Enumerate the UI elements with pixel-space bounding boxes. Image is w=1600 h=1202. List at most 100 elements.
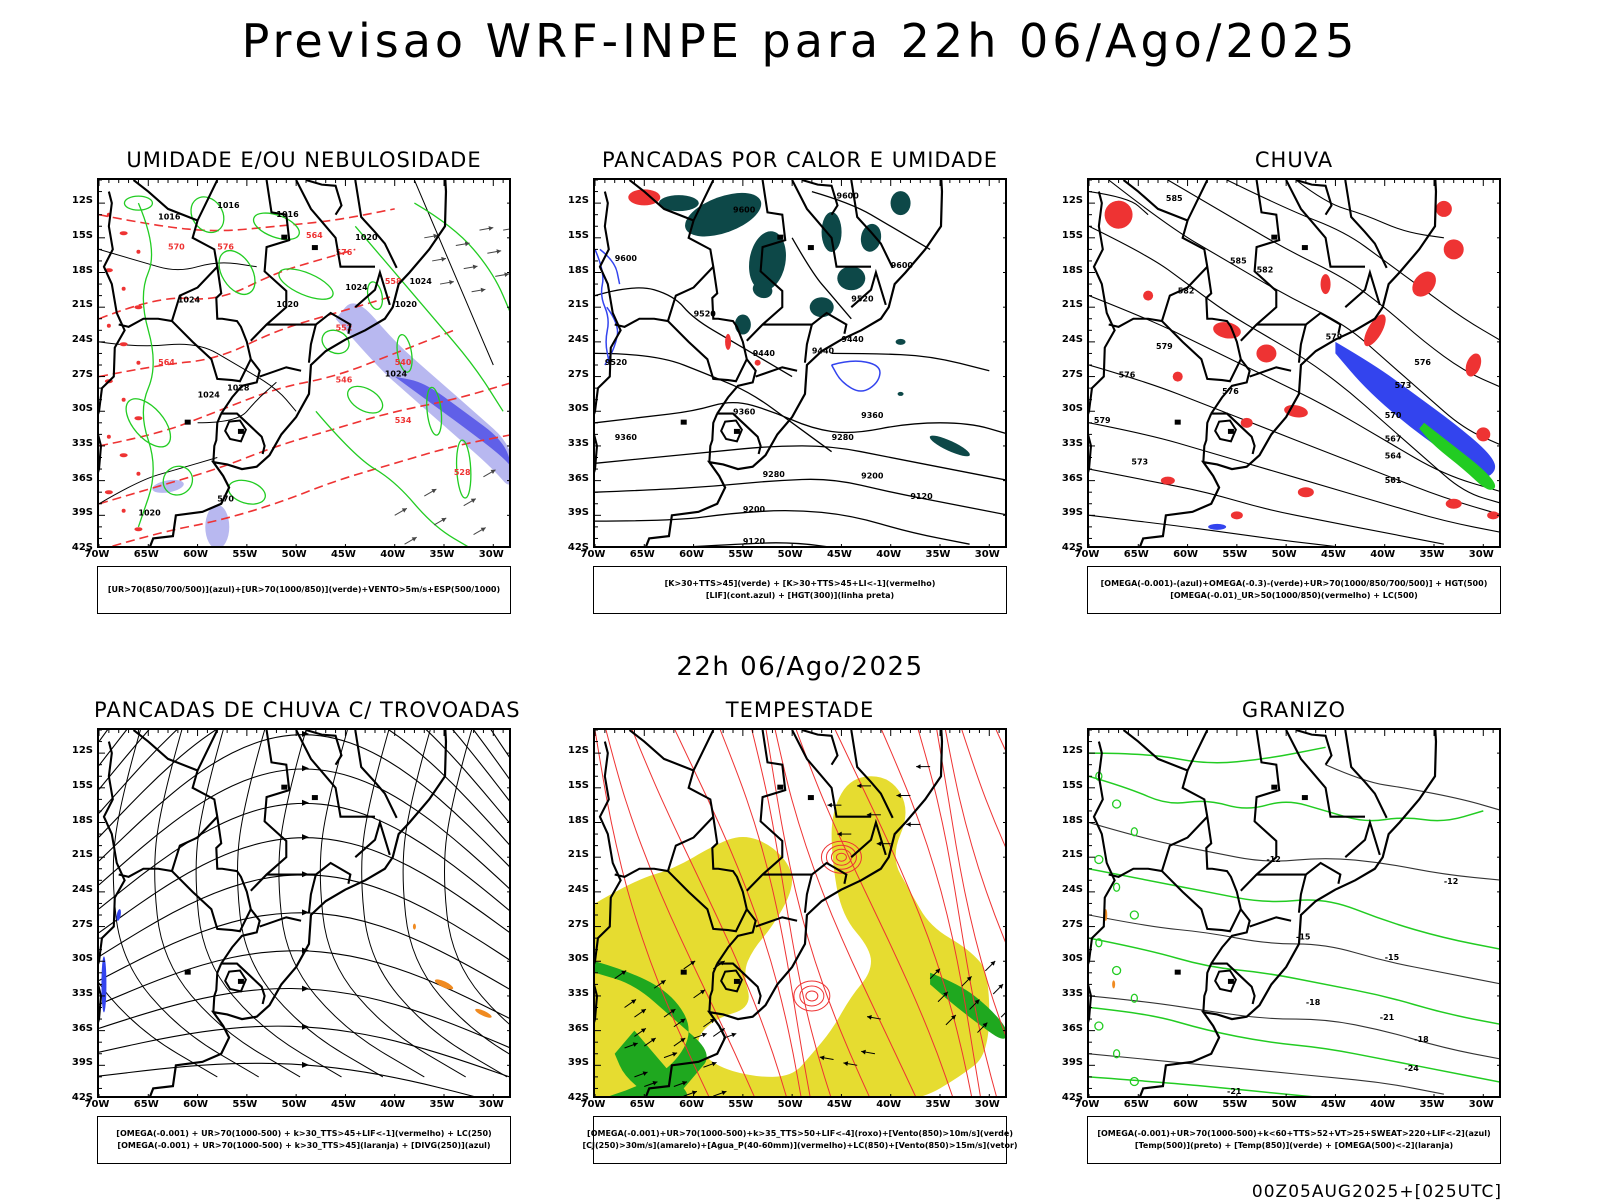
rain-area — [1160, 476, 1175, 485]
contour-label: -24 — [1404, 1064, 1419, 1073]
border-line — [667, 870, 748, 933]
latitude-label: 33S — [567, 437, 589, 449]
instability-area — [475, 1008, 492, 1018]
temperature-850 — [1094, 1021, 1104, 1031]
coastline — [1139, 730, 1438, 1096]
latitude-label: 24S — [1061, 883, 1083, 895]
latitude-label: 12S — [567, 195, 589, 207]
temperature-850 — [1089, 775, 1484, 822]
thickness-contour — [109, 434, 509, 546]
wind-vector-head — [449, 280, 454, 285]
temperature-500 — [1089, 914, 1499, 985]
contour-label: 9280 — [763, 470, 786, 479]
omega-area — [1335, 341, 1496, 477]
temperature-850 — [1129, 910, 1139, 920]
wind-vector-head — [490, 469, 496, 475]
instability-area — [658, 195, 699, 212]
contour-label: 9520 — [851, 294, 874, 303]
border-line — [266, 861, 352, 885]
wind-vector — [444, 547, 456, 548]
wind-vector-head — [640, 1009, 646, 1014]
contour-label: 9440 — [753, 349, 776, 358]
longitude-label: 50W — [1271, 1099, 1297, 1110]
field-overlays — [99, 730, 509, 1096]
border-line — [354, 268, 391, 308]
longitude-label: 35W — [925, 549, 951, 560]
wind-vector-head — [632, 1042, 638, 1047]
streamline-arrow — [302, 799, 309, 806]
coastline — [149, 730, 448, 1096]
humidity-contour — [218, 249, 256, 296]
instability-area — [890, 191, 911, 216]
longitude-label: 50W — [777, 549, 803, 560]
longitude-label: 30W — [478, 549, 504, 560]
border-line — [667, 320, 748, 383]
contour-label: 1016 — [158, 212, 181, 221]
wind-vector-head — [690, 960, 696, 966]
border-line — [1089, 741, 1116, 1023]
latitude-label: 12S — [71, 745, 93, 757]
wind-vector-head — [488, 226, 494, 231]
instability-area — [685, 192, 762, 237]
latitude-label: 36S — [1061, 1022, 1083, 1034]
humidity-contour — [347, 385, 384, 414]
border-line — [1240, 730, 1281, 892]
latitude-label: 21S — [1061, 849, 1083, 861]
latitude-label: 42S — [71, 542, 93, 553]
temperature-500 — [1089, 1053, 1445, 1095]
moisture-speck — [121, 397, 126, 402]
longitude-label: 50W — [281, 1099, 307, 1110]
height-contour-500 — [1089, 225, 1499, 504]
lifted-index-contour — [599, 248, 621, 285]
contour-label: 558 — [385, 277, 402, 286]
longitude-label: 30W — [974, 549, 1000, 560]
panel-title-granizo: GRANIZO — [1241, 698, 1347, 722]
temperature-850 — [1112, 1049, 1121, 1059]
wind-vector-head — [680, 1038, 686, 1043]
border-line — [99, 741, 126, 1023]
latitude-label: 18S — [71, 264, 93, 276]
streamline-arrow — [302, 834, 309, 841]
streamline — [195, 730, 342, 1078]
wind-vector-head — [401, 508, 407, 513]
border-line — [307, 874, 317, 913]
temperature-850 — [1089, 1006, 1499, 1083]
humidity-contour — [125, 398, 172, 448]
panel-title-trovoadas: PANCADAS DE CHUVA C/ TROVOADAS — [94, 698, 521, 722]
border-line — [250, 730, 291, 892]
instability-area — [837, 266, 866, 291]
contour-label: -21 — [1227, 1087, 1242, 1096]
city-marker — [1227, 978, 1234, 984]
map-canvas-trovoadas — [99, 730, 509, 1096]
coastline — [1139, 180, 1438, 546]
border-line — [250, 180, 291, 342]
border-line — [191, 180, 261, 415]
moisture-speck — [119, 342, 128, 347]
border-line — [118, 265, 219, 328]
longitude-label: 40W — [876, 1099, 902, 1110]
wind-vector-head — [464, 241, 470, 247]
longitude-label: 35W — [429, 1099, 455, 1110]
map-geography — [595, 730, 944, 1096]
moisture-speck — [104, 490, 113, 495]
streamline — [99, 1062, 475, 1096]
longitude-label: 55W — [232, 549, 258, 560]
streamline-arrow — [302, 1061, 309, 1068]
latitude-label: 27S — [1061, 368, 1083, 380]
wind-vector-head — [837, 831, 842, 837]
longitude-label: 50W — [1271, 549, 1297, 560]
border-line — [791, 730, 871, 818]
lake — [720, 419, 743, 443]
border-line — [746, 730, 787, 892]
pressure-contour — [413, 180, 494, 366]
frame-ticks — [595, 180, 1005, 546]
contour-label: 1020 — [395, 300, 418, 309]
field-overlays — [1089, 746, 1499, 1096]
latitude-label: 12S — [567, 745, 589, 757]
border-line — [614, 265, 715, 328]
rain-area — [1213, 322, 1241, 339]
legend-text: [OMEGA(-0.001) + UR>70(1000-500) + k>30_… — [116, 1129, 492, 1138]
contour-label: 534 — [395, 416, 412, 425]
city-marker — [807, 245, 814, 251]
field-overlays — [595, 730, 1005, 1096]
